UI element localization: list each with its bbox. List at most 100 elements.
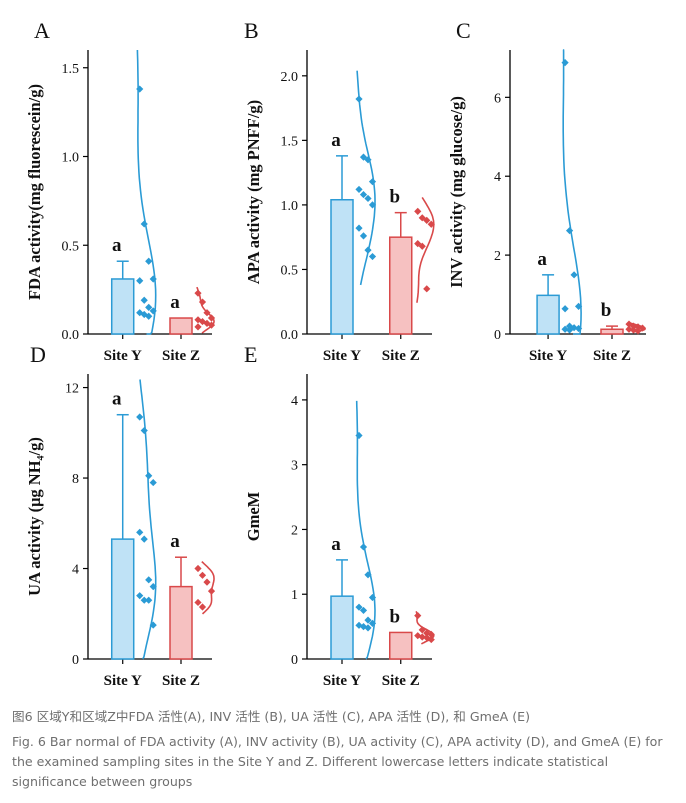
significance-letter: a <box>331 534 341 555</box>
data-point <box>203 578 211 586</box>
data-point <box>368 201 377 209</box>
data-point <box>359 543 368 551</box>
data-point <box>145 576 153 584</box>
y-tick-label: 0 <box>72 653 79 668</box>
data-point <box>194 289 202 297</box>
data-point <box>418 242 426 250</box>
data-point <box>629 326 638 334</box>
y-tick-label: 1 <box>291 588 298 603</box>
x-tick-label: Site Y <box>104 673 142 689</box>
data-point <box>625 325 633 333</box>
data-point <box>359 232 368 240</box>
panel-b: B 0.0 0.5 1.0 1.5 2.0 APA activity (mg PNFF/g)… <box>244 18 435 364</box>
data-point <box>638 324 647 332</box>
bar-site-y <box>330 595 354 660</box>
bar-site-y <box>110 278 135 335</box>
data-point <box>364 624 372 632</box>
density-curve <box>416 196 435 303</box>
y-tick-label: 2 <box>291 523 298 538</box>
data-point <box>207 314 216 322</box>
panel-a: A 0.0 0.5 1.0 1.5 FDA activity(mg fluorescein… <box>25 18 216 364</box>
data-point <box>355 431 363 440</box>
data-point <box>423 629 431 637</box>
data-point <box>561 59 569 67</box>
data-point <box>565 322 574 330</box>
data-point <box>194 598 202 607</box>
data-point <box>136 277 144 285</box>
y-tick-label: 0.5 <box>62 239 80 254</box>
density-curve <box>356 70 376 286</box>
data-point <box>194 323 202 331</box>
data-point <box>140 310 148 319</box>
y-tick-label: 4 <box>291 394 298 409</box>
data-point <box>570 271 578 279</box>
data-point <box>634 323 642 331</box>
panel-letter: C <box>456 18 471 43</box>
data-point <box>427 635 435 644</box>
panel-e: E 0 1 2 3 4 GmeM Site Y a Site Z b <box>244 342 435 689</box>
data-point <box>364 571 372 579</box>
data-point <box>145 303 153 311</box>
data-point <box>198 571 207 579</box>
data-point <box>574 324 583 333</box>
data-point <box>149 478 157 487</box>
data-point <box>364 156 372 164</box>
density-curve <box>201 561 215 615</box>
y-axis-label: INV activity (mg glucose/g) <box>447 96 466 288</box>
data-point <box>423 216 431 224</box>
data-point <box>565 227 574 235</box>
data-point <box>355 95 363 103</box>
x-tick-label: Site Z <box>382 348 420 364</box>
data-point <box>207 587 216 595</box>
data-point <box>418 626 426 634</box>
data-point <box>140 220 148 228</box>
bar-site-z <box>169 317 193 335</box>
x-tick-label: Site Z <box>382 673 420 689</box>
significance-letter: b <box>389 606 400 627</box>
data-point <box>364 194 372 203</box>
panel-letter: E <box>244 342 257 367</box>
panel-letter: D <box>30 342 46 367</box>
data-point <box>625 320 633 328</box>
significance-letter: a <box>331 130 341 151</box>
x-tick-label: Site Y <box>104 348 142 364</box>
y-tick-label: 1.5 <box>281 134 299 149</box>
data-point <box>355 185 363 194</box>
y-tick-label: 2 <box>494 249 501 264</box>
significance-letter: a <box>170 292 180 313</box>
data-point <box>418 633 426 641</box>
data-point <box>136 413 144 421</box>
y-axis-label: APA activity (mg PNFF/g) <box>244 100 263 284</box>
data-point <box>198 298 207 306</box>
data-point <box>136 85 144 93</box>
panel-d: D 0 4 8 12 UA activity (μg NH₄/g) Site Y a Site … <box>25 342 216 689</box>
y-tick-label: 1.0 <box>281 199 299 214</box>
data-point <box>145 257 153 265</box>
panel-c: C 0 2 4 6 INV activity (mg glucose/g) Site Y a S… <box>447 18 647 364</box>
y-tick-label: 12 <box>65 382 79 397</box>
significance-letter: b <box>601 300 612 321</box>
x-tick-label: Site Y <box>323 348 361 364</box>
data-point <box>355 603 363 611</box>
data-point <box>207 321 216 329</box>
panel-letter: A <box>34 18 50 43</box>
data-point <box>368 252 377 261</box>
y-tick-label: 0.0 <box>281 328 299 343</box>
data-point <box>203 309 211 317</box>
bar-site-z <box>389 631 413 660</box>
bar-site-y <box>330 198 354 335</box>
data-point <box>140 535 148 543</box>
y-tick-label: 1.5 <box>62 62 80 77</box>
data-point <box>203 319 211 327</box>
x-tick-label: Site Z <box>162 348 200 364</box>
significance-letter: a <box>537 249 547 270</box>
bar-site-y <box>110 538 135 660</box>
data-point <box>574 302 583 310</box>
data-point <box>414 612 422 620</box>
y-axis-label: UA activity (μg NH₄/g) <box>25 437 44 596</box>
significance-letter: a <box>170 531 180 552</box>
x-tick-label: Site Y <box>323 673 361 689</box>
y-tick-label: 0 <box>494 328 501 343</box>
data-point <box>561 305 569 313</box>
bar-site-y <box>536 294 560 335</box>
